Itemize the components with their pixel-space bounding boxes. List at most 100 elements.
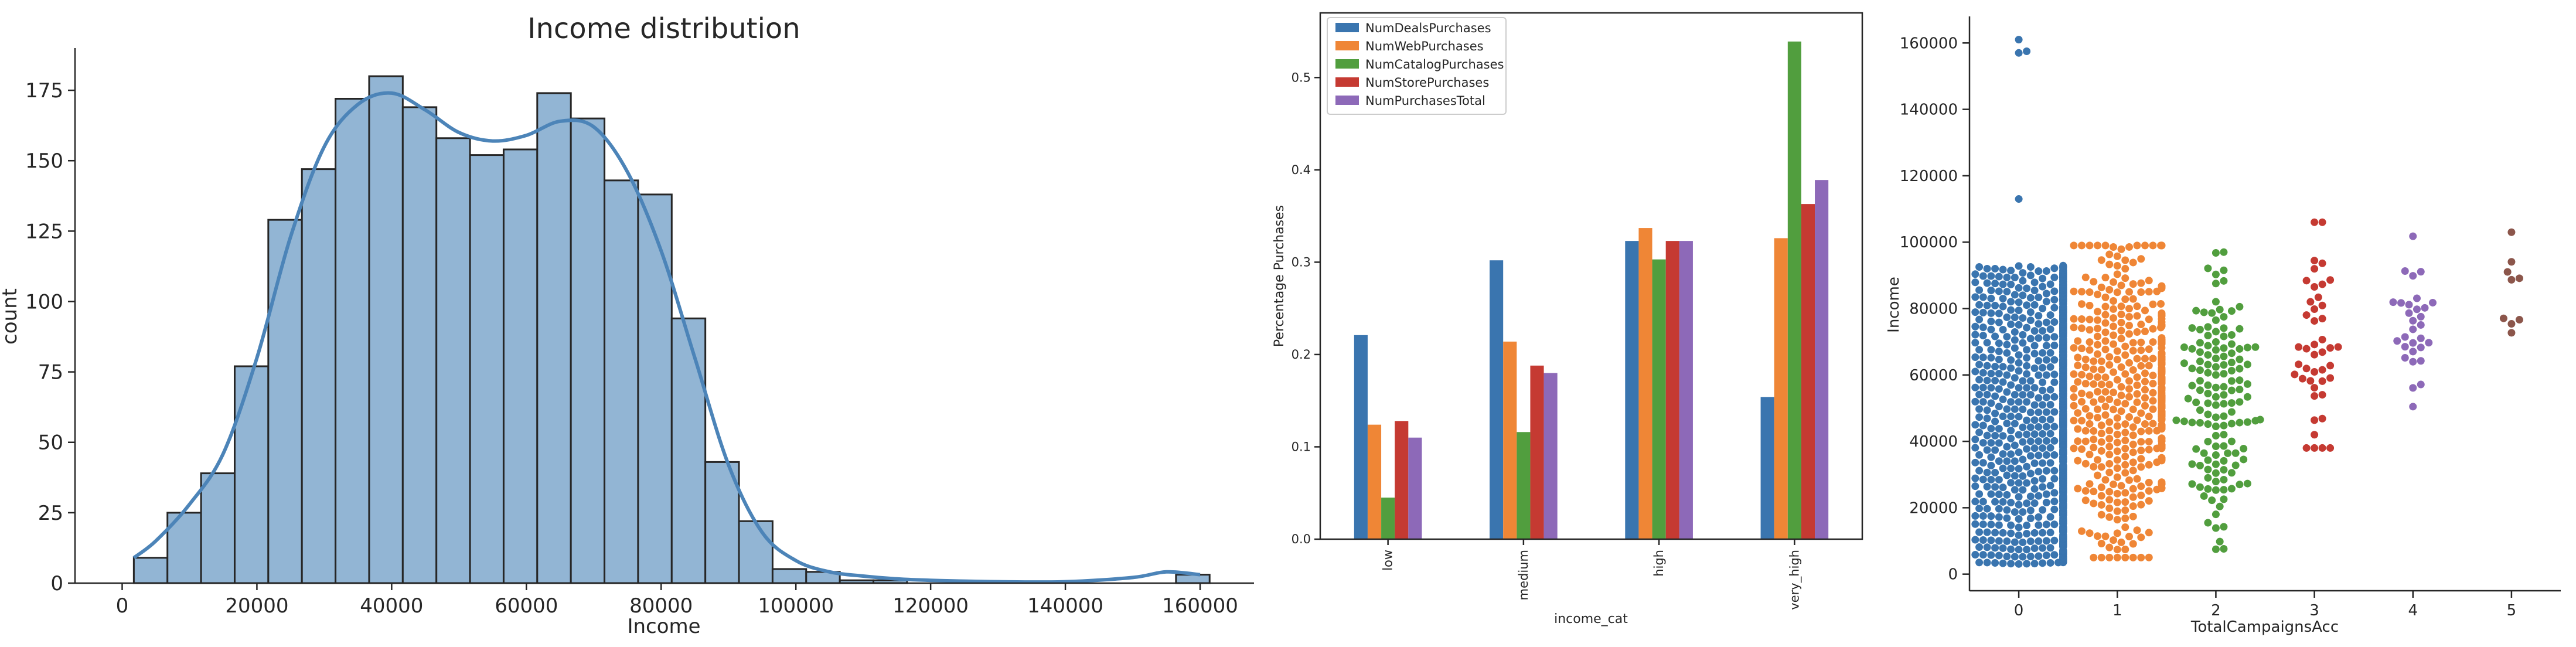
swarm-point <box>2137 553 2145 561</box>
swarm-point <box>2417 268 2425 276</box>
histogram-bar <box>604 179 639 584</box>
swarm-point <box>2121 444 2129 452</box>
swarm-point <box>2074 409 2082 417</box>
swarm-point <box>2141 307 2149 315</box>
swarm-point <box>2311 257 2319 265</box>
swarm-point <box>2318 366 2326 374</box>
swarm-point <box>1991 409 1999 417</box>
grouped-bar-x-ticks: low medium high very_high <box>1381 539 1802 610</box>
swarm-point <box>2318 391 2326 399</box>
swarm-point <box>1971 551 1979 559</box>
swarm-point <box>2113 422 2121 430</box>
swarm-point <box>2039 544 2047 552</box>
swarm-point <box>2188 324 2196 332</box>
swarm-point <box>2078 324 2086 332</box>
swarm-point <box>2196 325 2204 333</box>
swarm-point <box>2212 478 2220 486</box>
swarm-point <box>1991 498 1999 506</box>
swarm-point <box>1983 362 1991 370</box>
swarm-point <box>2101 403 2110 411</box>
swarm-point <box>2050 536 2059 544</box>
swarm-point <box>1983 431 1991 440</box>
swarm-point <box>2003 405 2011 413</box>
swarm-point <box>2212 460 2220 468</box>
swarm-point <box>2302 444 2311 452</box>
swarm-point <box>2212 383 2220 391</box>
swarm-point <box>2231 449 2240 457</box>
swarm-point <box>2129 339 2137 347</box>
swarm-point <box>2188 460 2196 468</box>
swarm-point <box>2015 546 2023 554</box>
swarm-point <box>2196 357 2204 366</box>
swarm-point <box>2019 538 2027 546</box>
swarm-point <box>2078 370 2086 379</box>
swarm-point <box>2101 293 2110 301</box>
swarm-point <box>2023 560 2031 568</box>
swarm-point <box>2042 342 2050 350</box>
histogram-panel: Income distribution 0 20000 40000 60000 8000… <box>0 12 1254 638</box>
swarm-point <box>2311 431 2319 439</box>
swarm-point <box>2409 272 2417 280</box>
swarm-point <box>2019 472 2027 480</box>
swarm-point <box>2145 362 2153 370</box>
swarm-point <box>2507 275 2516 284</box>
swarm-point <box>2050 264 2059 273</box>
swarm-point <box>2311 384 2319 392</box>
swarm-point <box>2110 314 2117 322</box>
swarm-point <box>1995 309 2003 318</box>
swarm-point <box>1983 264 1991 273</box>
swarm-point <box>2117 538 2125 546</box>
swarm-point <box>2086 301 2094 309</box>
swarm-point <box>2078 345 2086 353</box>
swarm-point <box>2105 380 2114 389</box>
legend-swatch <box>1335 41 1359 50</box>
swarm-point <box>2007 560 2015 568</box>
swarm-point <box>2220 523 2228 531</box>
swarm-point <box>2023 47 2031 55</box>
swarm-point <box>2121 553 2129 561</box>
swarm-point <box>2196 386 2204 394</box>
swarm-point <box>2011 486 2019 494</box>
swarm-point <box>2003 288 2011 296</box>
swarm-point <box>1971 353 1979 362</box>
swarm-point <box>2220 266 2228 274</box>
swarm-point <box>2026 390 2035 399</box>
swarm-point <box>2429 298 2437 307</box>
grouped-bar-y-tick-label: 0.1 <box>1292 440 1311 454</box>
swarm-point <box>2105 442 2114 451</box>
swarm-point <box>2030 499 2039 508</box>
swarm-point <box>2409 325 2417 333</box>
swarm-point <box>1995 339 2003 348</box>
swarm-point <box>2125 359 2133 367</box>
swarm-point <box>2125 413 2133 421</box>
swarm-point <box>2097 421 2105 430</box>
swarm-point <box>2039 327 2047 335</box>
swarm-point <box>2125 330 2133 338</box>
swarm-point <box>2417 312 2425 321</box>
swarm-point <box>2094 456 2101 464</box>
swarm-point <box>2026 469 2035 478</box>
swarm-point <box>2227 469 2236 477</box>
swarm-point <box>2042 267 2050 275</box>
swarm-point <box>2030 327 2039 335</box>
swarm-point <box>1987 309 1995 317</box>
swarm-point <box>2121 295 2129 304</box>
swarm-point <box>2110 368 2117 376</box>
swarm-point <box>2035 267 2043 275</box>
swarm-point <box>2117 363 2125 372</box>
swarm-point <box>2039 483 2047 491</box>
swarm-point <box>2158 434 2166 442</box>
swarm-point <box>2026 492 2035 500</box>
swarm-point <box>2081 487 2090 495</box>
swarm-point <box>2121 469 2129 477</box>
swarm-point <box>1975 451 1984 459</box>
legend-swatch <box>1335 23 1359 32</box>
swarm-point <box>2023 346 2031 354</box>
swarm-point <box>1975 543 1984 551</box>
swarm-point <box>2200 449 2208 457</box>
swarm-point <box>2204 360 2212 369</box>
swarm-point <box>2141 401 2149 410</box>
swarm-point <box>2133 398 2141 406</box>
swarm-point <box>1971 367 1979 376</box>
